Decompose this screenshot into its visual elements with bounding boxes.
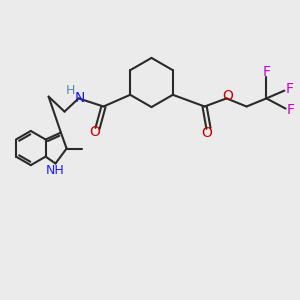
Text: O: O [90, 125, 101, 139]
Text: N: N [75, 92, 85, 105]
Text: H: H [65, 84, 75, 98]
Text: F: F [263, 65, 271, 79]
Text: O: O [202, 126, 212, 140]
Text: F: F [287, 103, 295, 117]
Text: NH: NH [46, 164, 65, 177]
Text: O: O [223, 89, 233, 103]
Text: F: F [286, 82, 294, 96]
